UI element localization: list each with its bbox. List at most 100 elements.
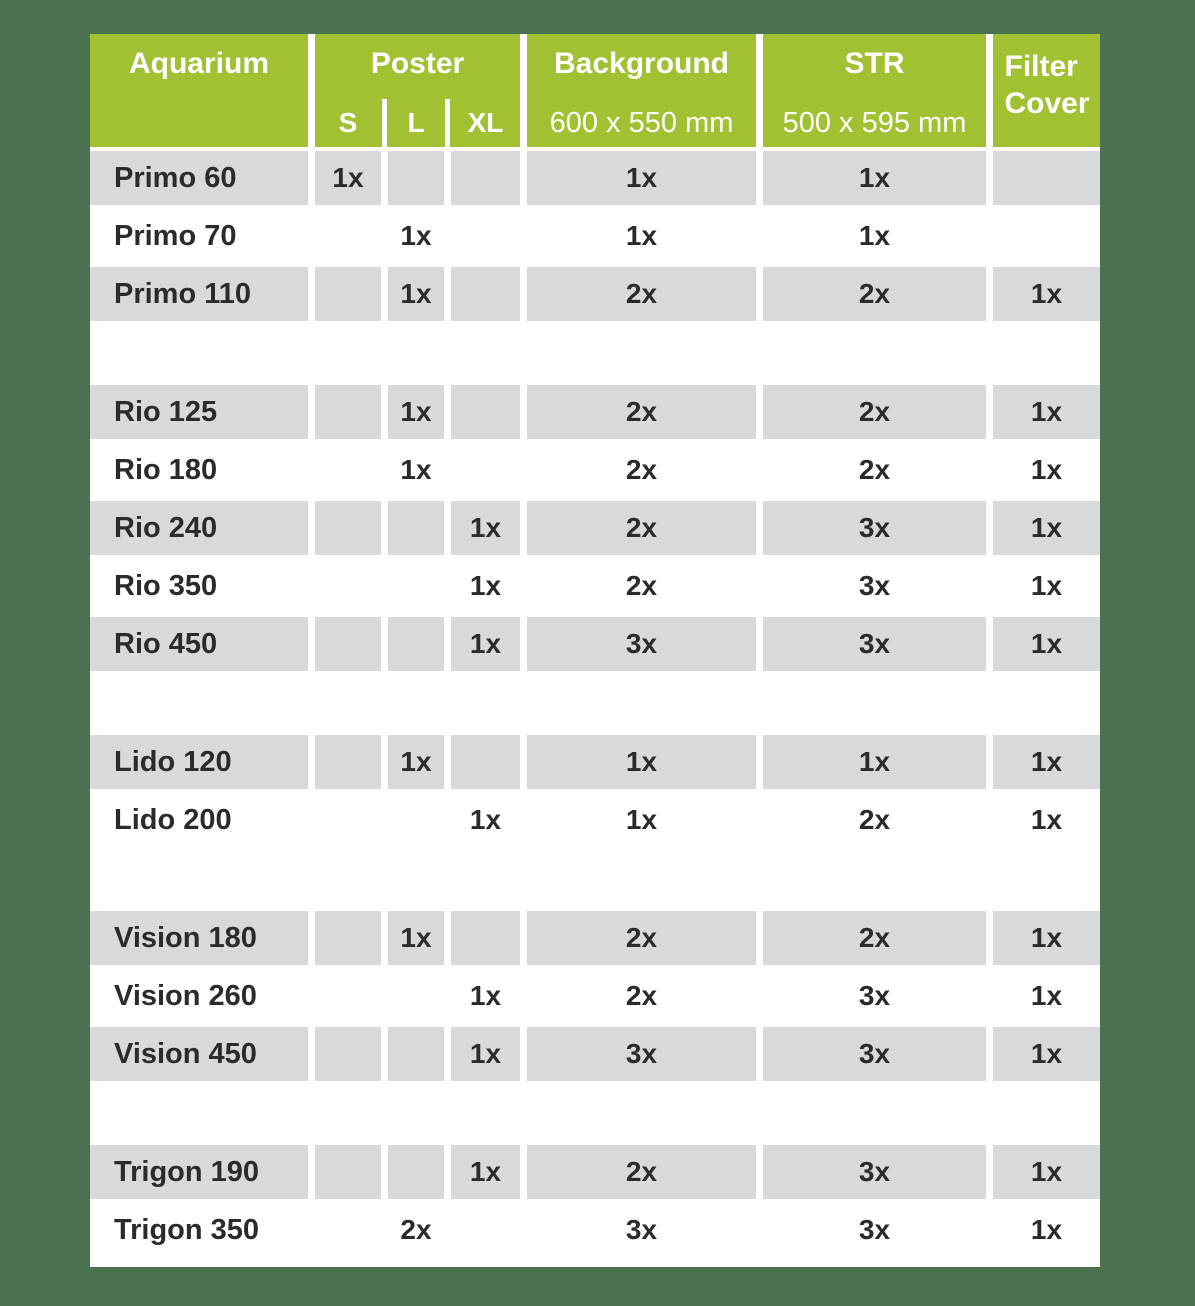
poster-xl-count: 1x <box>469 570 502 601</box>
str-count: 3x <box>763 617 986 671</box>
str-count: 3x <box>858 980 891 1011</box>
poster-l-count <box>388 793 444 847</box>
poster-xl-count: 1x <box>451 1145 520 1199</box>
poster-s-count <box>315 267 381 321</box>
poster-xl-count <box>451 443 520 497</box>
str-count: 3x <box>763 1145 986 1199</box>
header-poster-sizes: S L XL <box>315 34 520 147</box>
poster-xl-count: 1x <box>451 501 520 555</box>
header-poster-label: Poster <box>370 47 465 80</box>
table-row: Lido 200 1x 1x 2x 1x <box>90 793 1100 847</box>
poster-xl-count: 1x <box>469 980 502 1011</box>
poster-xl-count <box>451 911 520 965</box>
poster-xl-count <box>451 209 520 263</box>
header-filter-cover-cell: Filter Cover <box>993 34 1100 147</box>
poster-s-count <box>315 385 381 439</box>
aquarium-name: Rio 450 <box>90 617 308 671</box>
poster-xl-count <box>451 1203 520 1257</box>
poster-xl-count <box>451 735 520 789</box>
aquarium-name: Lido 120 <box>90 735 308 789</box>
group-spacer <box>90 851 1100 907</box>
poster-l-count: 1x <box>400 220 432 251</box>
aquarium-name: Primo 70 <box>114 219 237 252</box>
header-background-cell: Background 600 x 550 mm <box>527 34 756 147</box>
poster-l-count: 1x <box>400 454 432 485</box>
filter-cover-count <box>993 151 1100 205</box>
header-filter-cover-label: Filter Cover <box>993 48 1100 122</box>
poster-s-count <box>315 793 381 847</box>
str-count: 2x <box>763 267 986 321</box>
table-row: Trigon 350 2x 3x 3x 1x <box>90 1203 1100 1257</box>
poster-l-count <box>388 969 444 1023</box>
table-row: Rio 125 1x 2x 2x 1x <box>90 385 1100 439</box>
table-row: Rio 350 1x 2x 3x 1x <box>90 559 1100 613</box>
poster-xl-count <box>451 385 520 439</box>
aquarium-name: Rio 125 <box>90 385 308 439</box>
background-count: 3x <box>625 1214 658 1245</box>
background-count: 2x <box>625 454 658 485</box>
background-count: 3x <box>527 617 756 671</box>
aquarium-name: Primo 110 <box>90 267 308 321</box>
table-row: Primo 70 1x 1x 1x <box>90 209 1100 263</box>
str-count: 2x <box>763 911 986 965</box>
poster-xl-count: 1x <box>451 1027 520 1081</box>
filter-cover-count <box>993 209 1100 263</box>
background-count: 2x <box>527 911 756 965</box>
str-count: 1x <box>763 151 986 205</box>
header-str-label: STR <box>844 47 905 80</box>
poster-l-count: 1x <box>388 735 444 789</box>
poster-s-count <box>315 735 381 789</box>
table-row: Primo 60 1x 1x 1x <box>90 151 1100 205</box>
table-body: Primo 60 1x 1x 1x Primo 70 1x 1x 1x Prim… <box>90 151 1100 1257</box>
background-count: 2x <box>527 385 756 439</box>
group-spacer <box>90 325 1100 381</box>
group-spacer <box>90 1085 1100 1141</box>
str-count: 1x <box>858 220 891 251</box>
filter-cover-count: 1x <box>993 1027 1100 1081</box>
filter-cover-count: 1x <box>993 501 1100 555</box>
header-aquarium-cell: Aquarium <box>90 34 308 147</box>
background-count: 1x <box>527 735 756 789</box>
filter-cover-count: 1x <box>1030 980 1063 1011</box>
poster-xl-count <box>451 267 520 321</box>
poster-s-count <box>315 1027 381 1081</box>
filter-cover-count: 1x <box>993 911 1100 965</box>
str-count: 3x <box>763 1027 986 1081</box>
poster-s-count <box>315 501 381 555</box>
aquarium-name: Rio 240 <box>90 501 308 555</box>
background-count: 1x <box>527 151 756 205</box>
filter-cover-count: 1x <box>993 735 1100 789</box>
poster-l-count: 1x <box>388 911 444 965</box>
header-filter-line2: Cover <box>1004 87 1090 120</box>
poster-s-count: 1x <box>315 151 381 205</box>
table-row: Vision 180 1x 2x 2x 1x <box>90 911 1100 965</box>
str-count: 2x <box>858 454 891 485</box>
poster-s-count <box>315 1203 381 1257</box>
background-count: 2x <box>527 267 756 321</box>
poster-xl-count: 1x <box>469 804 502 835</box>
table-row: Primo 110 1x 2x 2x 1x <box>90 267 1100 321</box>
filter-cover-count: 1x <box>993 617 1100 671</box>
compatibility-table: Aquarium Poster S L XL Background 600 x … <box>90 34 1100 1267</box>
poster-l-count <box>388 1027 444 1081</box>
aquarium-name: Primo 60 <box>90 151 308 205</box>
aquarium-name: Vision 260 <box>114 979 257 1012</box>
group-spacer <box>90 675 1100 731</box>
poster-l-count <box>388 501 444 555</box>
poster-xl-count <box>451 151 520 205</box>
background-count: 1x <box>625 220 658 251</box>
poster-s-count <box>315 1145 381 1199</box>
str-count: 3x <box>763 501 986 555</box>
poster-l-count <box>388 617 444 671</box>
background-count: 2x <box>527 501 756 555</box>
aquarium-name: Trigon 350 <box>114 1213 260 1246</box>
poster-l-count <box>388 1145 444 1199</box>
str-count: 2x <box>763 385 986 439</box>
header-size-l-label: L <box>407 107 425 138</box>
poster-s-count <box>315 209 381 263</box>
str-count: 3x <box>858 1214 891 1245</box>
aquarium-name: Rio 180 <box>114 453 218 486</box>
filter-cover-count: 1x <box>1030 804 1063 835</box>
header-filter-line1: Filter <box>1004 50 1078 83</box>
